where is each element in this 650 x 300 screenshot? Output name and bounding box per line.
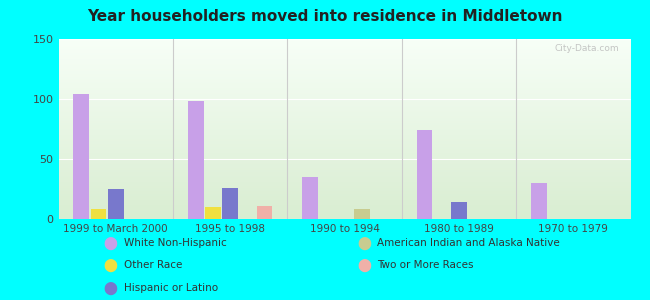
Text: ⬤: ⬤: [103, 281, 118, 295]
Text: Two or More Races: Two or More Races: [377, 260, 473, 271]
Text: Year householders moved into residence in Middletown: Year householders moved into residence i…: [87, 9, 563, 24]
Text: Hispanic or Latino: Hispanic or Latino: [124, 283, 218, 293]
Text: American Indian and Alaska Native: American Indian and Alaska Native: [377, 238, 560, 248]
Text: White Non-Hispanic: White Non-Hispanic: [124, 238, 226, 248]
Bar: [73, 94, 89, 219]
Bar: [90, 209, 107, 219]
Bar: [417, 130, 432, 219]
Bar: [531, 183, 547, 219]
Bar: [205, 207, 221, 219]
Text: ⬤: ⬤: [103, 236, 118, 250]
Text: City-Data.com: City-Data.com: [554, 44, 619, 53]
Text: Other Race: Other Race: [124, 260, 182, 271]
Text: ⬤: ⬤: [357, 259, 371, 272]
Bar: [257, 206, 272, 219]
Bar: [302, 177, 318, 219]
Bar: [108, 189, 124, 219]
Bar: [354, 209, 370, 219]
Text: ⬤: ⬤: [357, 236, 371, 250]
Text: ⬤: ⬤: [103, 259, 118, 272]
Bar: [451, 202, 467, 219]
Bar: [188, 101, 203, 219]
Bar: [222, 188, 238, 219]
